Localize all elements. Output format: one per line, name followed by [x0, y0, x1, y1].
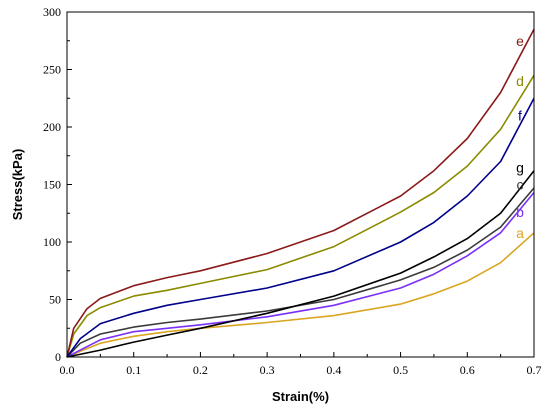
y-tick-label: 250: [43, 63, 61, 77]
series-curve-e: [66, 28, 535, 358]
x-axis-title: Strain(%): [272, 389, 329, 404]
y-tick-label: 300: [43, 5, 61, 19]
series-curve-c: [66, 187, 535, 358]
series-curve-b: [66, 191, 535, 358]
y-tick-label: 200: [43, 120, 61, 134]
series-labels: abc d e f g: [516, 33, 524, 241]
x-tick-label: 0.0: [60, 363, 75, 377]
series-label-g: g: [516, 159, 524, 175]
x-tick-label: 0.4: [326, 363, 341, 377]
x-tick-label: 0.6: [460, 363, 475, 377]
y-tick-label: 50: [49, 293, 61, 307]
series-curve-g: [66, 170, 535, 358]
series-curves: [66, 28, 535, 358]
series-label-b: b: [516, 204, 524, 220]
y-axis-title: Stress(kPa): [10, 149, 25, 221]
y-tick-label: 150: [43, 178, 61, 192]
series-curve-a: [66, 232, 535, 358]
y-tick-label: 100: [43, 235, 61, 249]
series-label-f: f: [518, 108, 522, 124]
x-axis: 0.0 0.1 0.2 0.3 0.4 0.5 0.6 0.7: [60, 352, 542, 377]
x-tick-label: 0.7: [527, 363, 542, 377]
series-label-d: d: [516, 73, 524, 89]
y-axis: 0 50 100 150 200 250 300: [43, 5, 72, 364]
series-curve-f: [66, 97, 535, 358]
series-label-c: c: [517, 177, 524, 193]
x-tick-label: 0.2: [193, 363, 208, 377]
y-tick-label: 0: [55, 350, 61, 364]
x-tick-label: 0.1: [126, 363, 141, 377]
series-label-e: e: [516, 33, 524, 49]
x-tick-label: 0.3: [260, 363, 275, 377]
series-curve-d: [66, 74, 535, 358]
series-label-a: a: [516, 225, 524, 241]
x-tick-label: 0.5: [393, 363, 408, 377]
